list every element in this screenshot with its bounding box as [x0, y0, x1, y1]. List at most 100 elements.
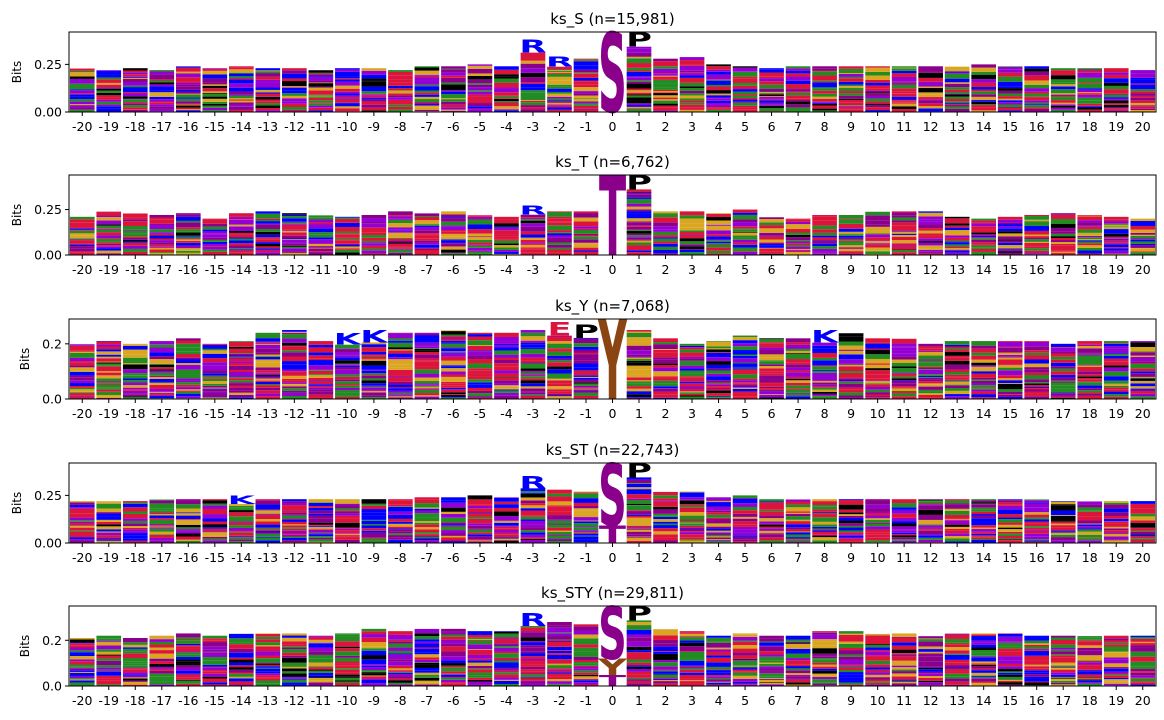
residue-stripe: [891, 106, 917, 110]
residue-stripe: [122, 248, 148, 252]
residue-stripe: [282, 350, 307, 353]
residue-stripe: [69, 527, 95, 531]
residue-stripe: [838, 105, 864, 107]
residue-stripe: [388, 673, 413, 677]
residue-stripe: [1130, 637, 1156, 639]
residue-stripe: [467, 529, 493, 533]
residue-stripe: [759, 506, 784, 510]
residue-stripe: [865, 519, 890, 523]
residue-stripe: [308, 347, 334, 353]
residue-stripe: [865, 500, 890, 505]
residue-stripe: [891, 661, 917, 666]
residue-stripe: [149, 367, 175, 370]
residue-stripe: [1103, 224, 1129, 227]
residue-stripe: [1050, 102, 1076, 105]
residue-stripe: [547, 668, 572, 670]
residue-stripe: [69, 93, 95, 95]
residue-stripe: [759, 361, 784, 365]
top-residue-letter: P: [626, 28, 652, 51]
residue-stripe: [229, 341, 254, 342]
residue-stripe: [441, 347, 466, 349]
residue-stripe: [69, 219, 95, 223]
residue-stripe: [838, 666, 864, 668]
residue-stripe: [1077, 232, 1103, 236]
residue-stripe: [812, 357, 837, 361]
residue-stripe: [679, 672, 705, 675]
residue-stripe: [388, 397, 413, 399]
residue-stripe: [865, 98, 890, 102]
x-tick-label: 10: [870, 550, 886, 565]
residue-stripe: [149, 388, 175, 392]
residue-stripe: [308, 87, 334, 91]
residue-stripe: [626, 198, 652, 204]
residue-stripe: [414, 109, 440, 112]
residue-stripe: [1050, 501, 1076, 502]
residue-stripe: [229, 665, 254, 668]
residue-stripe: [944, 103, 970, 105]
residue-stripe: [971, 389, 996, 392]
residue-stripe: [467, 345, 493, 351]
residue-stripe: [785, 367, 811, 371]
residue-stripe: [69, 661, 95, 665]
residue-stripe: [414, 527, 440, 530]
residue-stripe: [706, 674, 731, 677]
residue-stripe: [1103, 383, 1129, 386]
residue-stripe: [361, 222, 387, 224]
residue-stripe: [520, 234, 546, 238]
residue-stripe: [308, 502, 334, 507]
residue-stripe: [69, 383, 95, 386]
residue-stripe: [971, 67, 996, 72]
residue-stripe: [785, 364, 811, 368]
residue-stripe: [1077, 341, 1103, 344]
residue-stripe: [149, 369, 175, 371]
residue-stripe: [1103, 504, 1129, 509]
residue-stripe: [96, 101, 122, 105]
residue-stripe: [732, 386, 758, 388]
residue-stripe: [441, 673, 466, 675]
residue-stripe: [388, 340, 413, 343]
residue-stripe: [1077, 70, 1103, 73]
residue-stripe: [255, 68, 281, 71]
residue-stripe: [255, 352, 281, 355]
residue-stripe: [122, 92, 148, 94]
residue-stripe: [96, 392, 122, 395]
residue-stripe: [229, 216, 254, 218]
residue-stripe: [229, 98, 254, 100]
residue-stripe: [1024, 234, 1050, 237]
residue-stripe: [202, 375, 228, 378]
residue-stripe: [335, 503, 360, 506]
residue-stripe: [997, 224, 1023, 227]
residue-stripe: [96, 680, 122, 682]
residue-stripe: [229, 106, 254, 110]
residue-stripe: [944, 91, 970, 94]
residue-stripe: [812, 393, 837, 395]
residue-stripe: [414, 338, 440, 343]
residue-stripe: [520, 627, 546, 632]
residue-stripe: [1024, 512, 1050, 515]
logo-column: [679, 631, 705, 686]
residue-stripe: [626, 683, 652, 686]
residue-stripe: [122, 219, 148, 222]
residue-stripe: [122, 538, 148, 541]
residue-stripe: [414, 680, 440, 683]
residue-stripe: [653, 523, 678, 526]
x-tick-label: 16: [1029, 550, 1045, 565]
logo-column: [944, 499, 970, 543]
residue-stripe: [944, 99, 970, 102]
residue-stripe: [175, 518, 201, 520]
residue-stripe: [971, 394, 996, 398]
residue-stripe: [679, 392, 705, 394]
residue-stripe: [414, 216, 440, 217]
residue-stripe: [971, 380, 996, 384]
residue-stripe: [467, 91, 493, 95]
residue-stripe: [997, 531, 1023, 534]
residue-stripe: [573, 352, 599, 355]
residue-stripe: [918, 524, 943, 526]
logo-column: [1050, 343, 1076, 399]
residue-stripe: [971, 509, 996, 512]
logo-column: [1103, 341, 1129, 399]
residue-stripe: [308, 95, 334, 97]
residue-stripe: [308, 248, 334, 252]
residue-stripe: [414, 94, 440, 97]
residue-stripe: [122, 648, 148, 652]
